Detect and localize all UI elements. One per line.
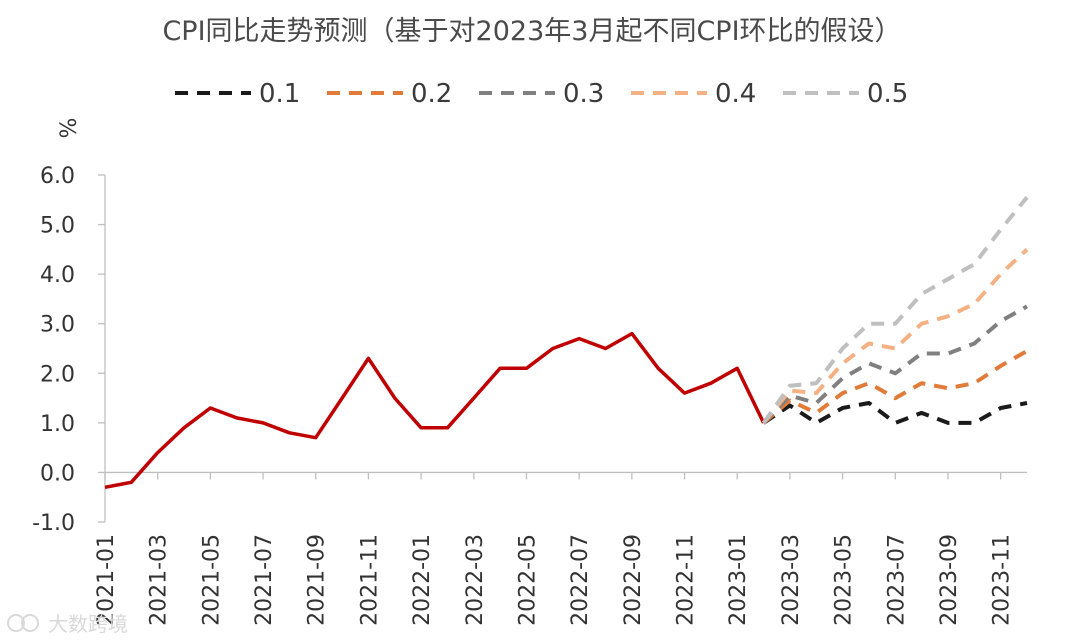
x-tick-label: 2022-07 (568, 534, 593, 626)
x-tick-label: 2022-05 (515, 534, 540, 626)
y-tick-label: 2.0 (40, 362, 75, 387)
legend-label: 0.3 (563, 79, 604, 109)
series-line-forecast-0.5 (761, 196, 1029, 425)
y-tick-label: 5.0 (40, 214, 75, 239)
x-tick-label: 2023-01 (726, 534, 751, 626)
x-tick-label: 2023-09 (937, 534, 962, 626)
legend-label: 0.4 (715, 79, 756, 109)
x-tick-label: 2023-03 (779, 534, 804, 626)
y-axis: 6.0 5.0 4.0 3.0 2.0 1.0 0.0 -1.0 (32, 164, 106, 536)
x-tick-label: 2021-01 (94, 534, 119, 626)
x-tick-label: 2022-03 (463, 534, 488, 626)
legend: 0.1 0.2 0.3 0.4 0.5 (175, 79, 908, 109)
x-tick-label: 2021-11 (357, 534, 382, 626)
chart-title: CPI同比走势预测（基于对2023年3月起不同CPI环比的假设） (162, 16, 901, 47)
series-line-forecast-0.2 (762, 349, 1028, 425)
plot-area (104, 196, 1029, 490)
series-line-actual (104, 331, 766, 490)
y-tick-label: 0.0 (40, 461, 75, 486)
y-tick-label: 1.0 (40, 412, 75, 437)
watermark-text: 大数跨境 (48, 612, 128, 636)
y-tick-label: 3.0 (40, 313, 75, 338)
x-tick-label: 2022-09 (621, 534, 646, 626)
legend-label: 0.5 (867, 79, 908, 109)
y-tick-label: -1.0 (32, 511, 75, 536)
x-tick-label: 2021-07 (252, 534, 277, 626)
x-axis: 2021-01 2021-03 2021-05 2021-07 2021-09 2021-… (94, 471, 1027, 626)
x-tick-label: 2021-09 (305, 534, 330, 626)
x-tick-label: 2021-05 (199, 534, 224, 626)
series-line-forecast-0.3 (762, 304, 1028, 425)
x-tick-label: 2023-11 (990, 534, 1015, 626)
x-tick-label: 2023-05 (832, 534, 857, 626)
x-tick-label: 2021-03 (147, 534, 172, 626)
series-line-forecast-0.4 (762, 247, 1029, 425)
x-tick-label: 2022-11 (674, 534, 699, 626)
series-line-forecast-0.1 (762, 401, 1028, 425)
y-axis-unit: % (57, 118, 82, 139)
y-tick-label: 6.0 (40, 164, 75, 189)
legend-label: 0.2 (411, 79, 452, 109)
y-tick-label: 4.0 (40, 263, 75, 288)
legend-label: 0.1 (259, 79, 300, 109)
x-tick-label: 2023-07 (884, 534, 909, 626)
watermark: 大数跨境 (7, 612, 128, 636)
x-tick-label: 2022-01 (410, 534, 435, 626)
watermark-logo-icon (7, 614, 39, 632)
